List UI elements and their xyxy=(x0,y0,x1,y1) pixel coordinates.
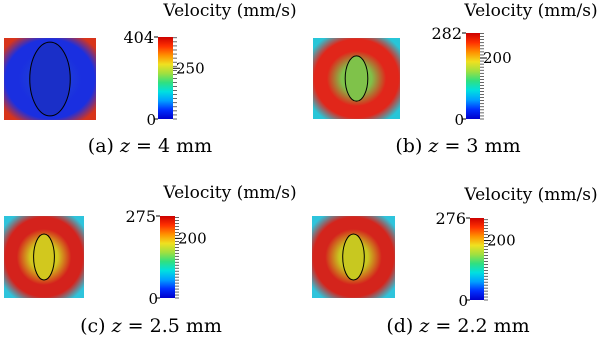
colorbar-b xyxy=(466,33,480,119)
colorbar-ticks-b xyxy=(480,33,484,120)
colorbar-max-label-c: 275 xyxy=(125,207,156,226)
colorbar-min-label-a: 0 xyxy=(146,111,156,129)
colorbar-mid-label-c: 200 xyxy=(178,229,207,247)
colorbar-a xyxy=(158,37,173,119)
panel-a: 404 0 250 Velocity (mm/s) (a) z = 4 mm xyxy=(4,1,297,157)
caption-d: (d) z = 2.2 mm xyxy=(386,315,529,337)
colorbar-title-c: Velocity (mm/s) xyxy=(162,183,296,203)
colorbar-ticks-a xyxy=(173,37,177,120)
colorbar-title-d: Velocity (mm/s) xyxy=(463,185,597,205)
boundary-ellipse-d xyxy=(342,233,365,281)
caption-c: (c) z = 2.5 mm xyxy=(80,315,222,337)
colorbar-d xyxy=(470,218,484,300)
colorbar-title-a: Velocity (mm/s) xyxy=(162,1,296,21)
colorbar-max-label-d: 276 xyxy=(435,209,466,228)
colorbar-ticks-c xyxy=(175,217,179,299)
panel-b: 282 0 200 Velocity (mm/s) (b) z = 3 mm xyxy=(313,1,598,157)
panel-c: 275 0 200 Velocity (mm/s) (c) z = 2.5 mm xyxy=(4,183,297,337)
caption-b: (b) z = 3 mm xyxy=(395,135,520,157)
colorbar-mid-label-a: 250 xyxy=(176,59,205,77)
boundary-ellipse-c xyxy=(33,233,55,281)
colorbar-min-label-c: 0 xyxy=(148,290,158,308)
caption-a: (a) z = 4 mm xyxy=(88,135,212,157)
colorbar-min-label-b: 0 xyxy=(454,111,464,129)
colorbar-min-label-d: 0 xyxy=(458,292,468,310)
colorbar-title-b: Velocity (mm/s) xyxy=(463,1,597,21)
panel-d: 276 0 200 Velocity (mm/s) (d) z = 2.2 mm xyxy=(312,185,598,337)
colorbar-max-label-b: 282 xyxy=(431,24,462,43)
colorbar-max-label-a: 404 xyxy=(123,28,154,47)
boundary-ellipse-b xyxy=(344,55,369,102)
boundary-ellipse-a xyxy=(29,41,71,117)
colorbar-c xyxy=(160,216,175,298)
colorbar-mid-label-d: 200 xyxy=(487,232,516,250)
colorbar-mid-label-b: 200 xyxy=(483,49,512,67)
